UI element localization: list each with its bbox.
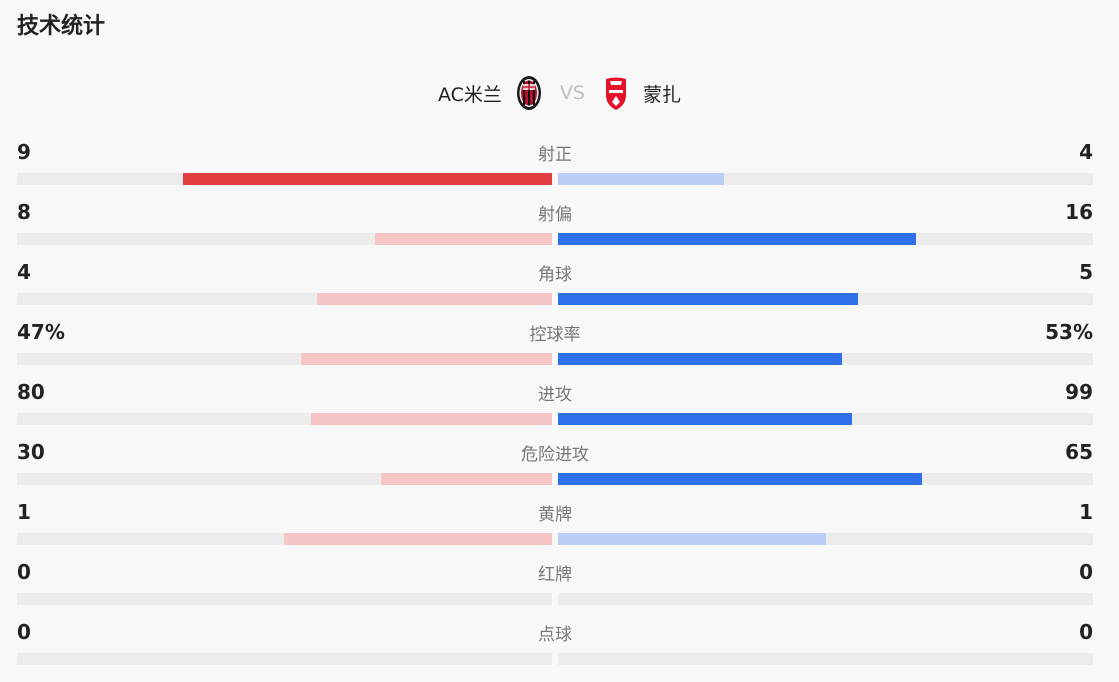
away-value: 1 <box>1079 500 1093 524</box>
away-bar <box>558 173 724 185</box>
stat-label: 角球 <box>538 265 572 285</box>
home-value: 0 <box>17 560 31 584</box>
home-bar <box>301 353 552 365</box>
home-value: 80 <box>17 380 45 404</box>
away-value: 16 <box>1065 200 1093 224</box>
stats-list: 9 射正 4 8 射偏 16 4 角球 5 47% 控球率 53% 80 进攻 99 30 危险进攻 65 1 黄牌 1… <box>17 137 1093 677</box>
away-bar-track <box>558 413 1093 425</box>
home-bar <box>311 413 552 425</box>
stat-row-dangerous-attacks: 30 危险进攻 65 <box>17 437 1093 497</box>
stat-label: 射偏 <box>538 205 572 225</box>
stat-row-shots-off-target: 8 射偏 16 <box>17 197 1093 257</box>
home-value: 1 <box>17 500 31 524</box>
stat-label: 进攻 <box>538 385 572 405</box>
away-bar-track <box>558 353 1093 365</box>
ac-milan-crest-icon <box>516 76 541 110</box>
stat-row-shots-on-target: 9 射正 4 <box>17 137 1093 197</box>
away-team-name: 蒙扎 <box>642 83 681 106</box>
stat-label: 控球率 <box>529 325 581 345</box>
away-value: 0 <box>1079 560 1093 584</box>
away-value: 99 <box>1065 380 1093 404</box>
home-bar-track <box>17 653 552 665</box>
stat-label: 点球 <box>538 625 572 645</box>
away-value: 4 <box>1079 140 1093 164</box>
away-bar-track <box>558 293 1093 305</box>
home-bar <box>317 293 552 305</box>
home-bar-track <box>17 173 552 185</box>
away-bar <box>558 353 842 365</box>
away-bar-track <box>558 233 1093 245</box>
away-bar <box>558 413 852 425</box>
away-bar <box>558 293 858 305</box>
home-bar <box>183 173 552 185</box>
away-bar-track <box>558 173 1093 185</box>
stat-row-attacks: 80 进攻 99 <box>17 377 1093 437</box>
home-value: 47% <box>17 320 65 344</box>
stat-row-red-cards: 0 红牌 0 <box>17 557 1093 617</box>
team-header: AC米兰 VS 蒙扎 <box>0 74 1119 112</box>
home-bar-track <box>17 473 552 485</box>
away-value: 53% <box>1045 320 1093 344</box>
home-bar-track <box>17 413 552 425</box>
home-team-name: AC米兰 <box>437 83 502 106</box>
home-bar-track <box>17 593 552 605</box>
page-title: 技术统计 <box>17 14 106 39</box>
home-value: 8 <box>17 200 31 224</box>
monza-crest-icon <box>605 77 626 110</box>
home-bar <box>284 533 552 545</box>
stat-label: 黄牌 <box>538 505 572 525</box>
away-value: 65 <box>1065 440 1093 464</box>
home-value: 30 <box>17 440 45 464</box>
home-bar-track <box>17 533 552 545</box>
away-value: 5 <box>1079 260 1093 284</box>
home-bar <box>375 233 552 245</box>
away-bar <box>558 233 916 245</box>
stat-label: 射正 <box>538 145 572 165</box>
vs-label: VS <box>559 82 585 104</box>
away-bar <box>558 473 922 485</box>
away-bar-track <box>558 593 1093 605</box>
home-value: 4 <box>17 260 31 284</box>
stat-row-yellow-cards: 1 黄牌 1 <box>17 497 1093 557</box>
stat-label: 危险进攻 <box>521 445 589 465</box>
home-bar <box>381 473 552 485</box>
home-bar-track <box>17 233 552 245</box>
home-value: 0 <box>17 620 31 644</box>
away-bar-track <box>558 473 1093 485</box>
stat-row-penalties: 0 点球 0 <box>17 617 1093 677</box>
home-value: 9 <box>17 140 31 164</box>
home-bar-track <box>17 353 552 365</box>
away-bar-track <box>558 533 1093 545</box>
stat-label: 红牌 <box>538 565 572 585</box>
away-bar <box>558 533 826 545</box>
away-bar-track <box>558 653 1093 665</box>
stat-row-possession: 47% 控球率 53% <box>17 317 1093 377</box>
away-value: 0 <box>1079 620 1093 644</box>
home-bar-track <box>17 293 552 305</box>
stat-row-corners: 4 角球 5 <box>17 257 1093 317</box>
